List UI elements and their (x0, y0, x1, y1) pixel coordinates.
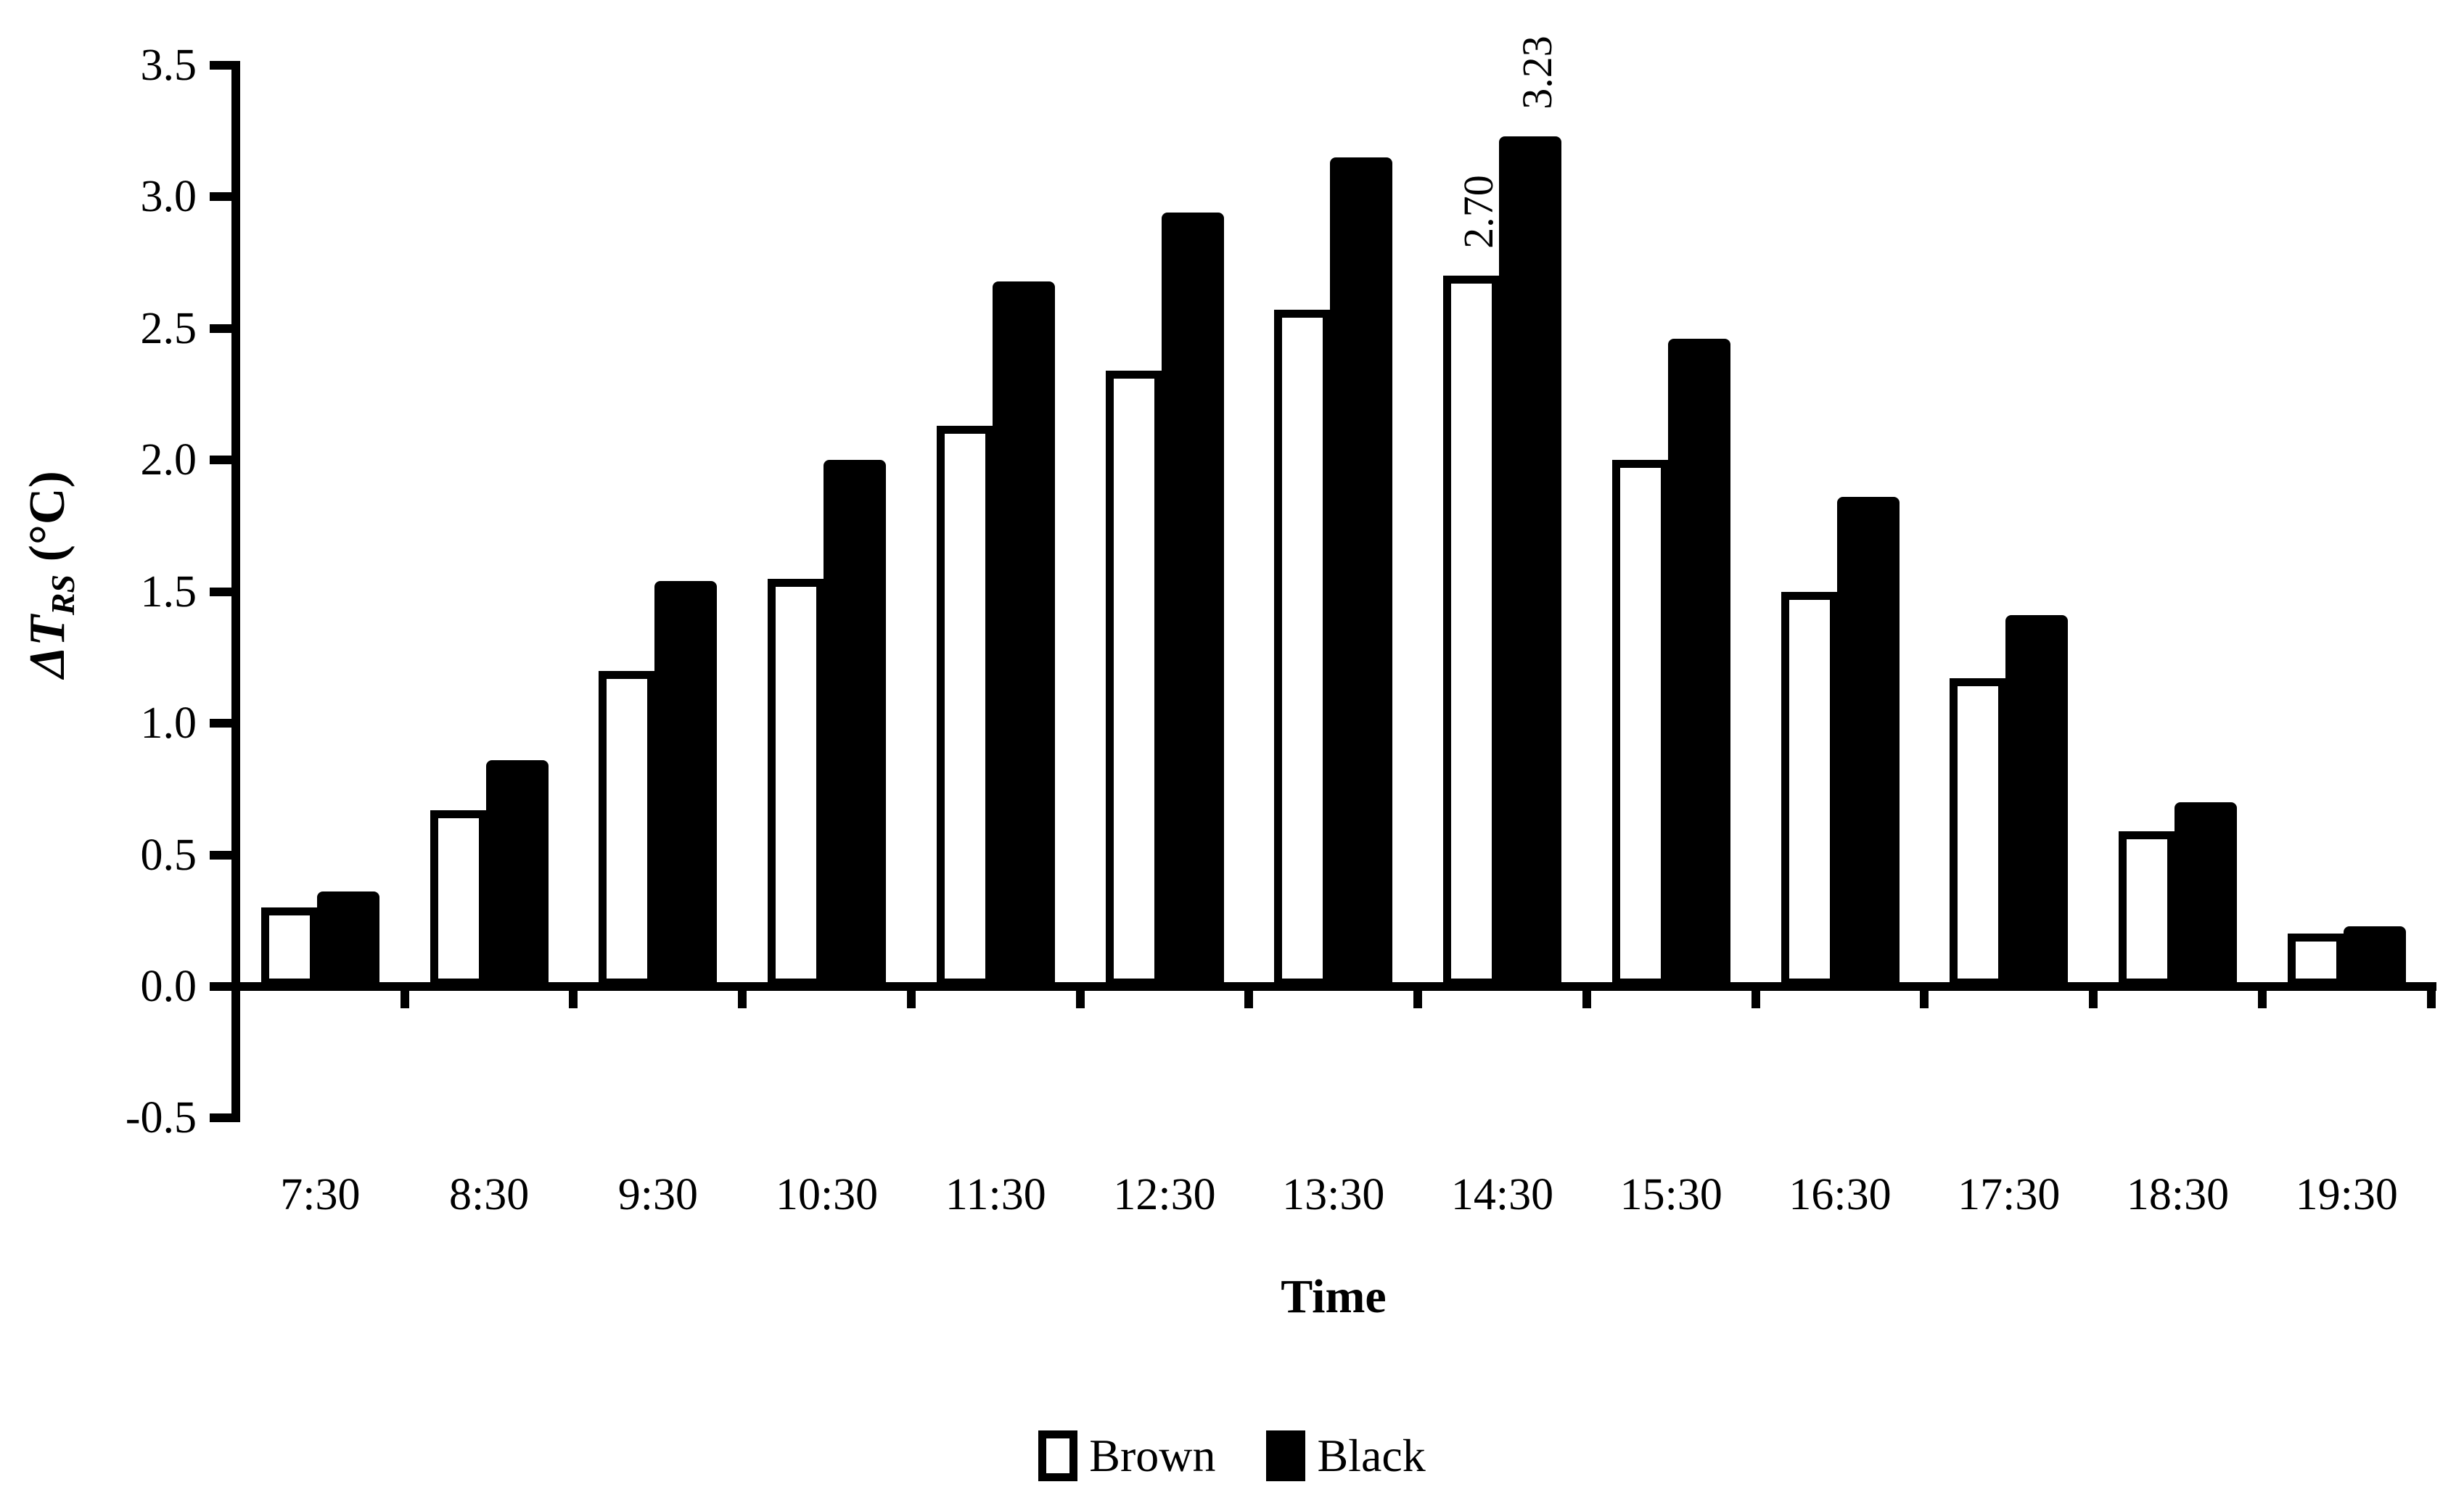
x-tick (1075, 987, 1085, 1008)
y-tick-label: 3.0 (140, 172, 197, 222)
bar-black-14:30 (1499, 136, 1562, 987)
bar-brown-9:30 (599, 670, 656, 987)
x-tick-label: 11:30 (945, 1170, 1046, 1219)
x-tick (738, 987, 747, 1008)
x-tick-label: 10:30 (775, 1170, 879, 1219)
bar-brown-12:30 (1105, 370, 1162, 987)
y-tick-label: 1.0 (140, 699, 197, 749)
legend-label-black: Black (1317, 1430, 1426, 1481)
x-tick-label: 17:30 (1958, 1170, 2061, 1219)
bar-brown-17:30 (1950, 678, 2007, 987)
x-tick (569, 987, 578, 1008)
bar-black-17:30 (2005, 615, 2069, 987)
legend-label-brown: Brown (1089, 1430, 1216, 1481)
y-tick-label: 2.5 (140, 303, 197, 353)
y-axis-title-unit: (°C) (20, 471, 75, 574)
x-tick-label: 12:30 (1113, 1170, 1216, 1219)
y-tick-label: 2.0 (140, 435, 197, 485)
bar-brown-19:30 (2287, 934, 2344, 987)
bar-black-13:30 (1330, 157, 1393, 987)
y-axis-title-symbol: ΔT (20, 615, 75, 678)
bar-black-10:30 (824, 460, 887, 987)
x-tick (1413, 987, 1423, 1008)
bar-brown-15:30 (1611, 460, 1669, 987)
legend-entry-black: Black (1266, 1430, 1426, 1481)
x-tick-label: 7:30 (280, 1170, 361, 1219)
bar-brown-11:30 (936, 426, 993, 987)
x-tick (2257, 987, 2267, 1008)
bar-brown-16:30 (1781, 591, 1838, 987)
x-tick-label: 9:30 (617, 1170, 698, 1219)
bar-brown-8:30 (430, 810, 487, 987)
x-tick-label: 13:30 (1282, 1170, 1385, 1219)
x-axis-line (231, 982, 2436, 991)
legend-entry-brown: Brown (1038, 1430, 1215, 1481)
bar-black-7:30 (317, 891, 379, 987)
x-tick (1920, 987, 1929, 1008)
x-tick-label: 15:30 (1619, 1170, 1722, 1219)
legend-swatch-brown (1038, 1430, 1078, 1481)
bar-brown-13:30 (1274, 310, 1331, 987)
x-tick (400, 987, 409, 1008)
x-tick (1244, 987, 1254, 1008)
bar-brown-7:30 (261, 907, 318, 987)
bar-black-18:30 (2175, 802, 2238, 987)
x-tick (2426, 987, 2436, 1008)
x-tick (2089, 987, 2098, 1008)
bar-brown-10:30 (768, 578, 825, 987)
bar-brown-14:30 (1443, 276, 1500, 987)
x-tick-label: 8:30 (448, 1170, 530, 1219)
bar-black-11:30 (992, 281, 1055, 987)
x-tick (906, 987, 916, 1008)
x-tick (1582, 987, 1591, 1008)
y-tick-label: 3.5 (140, 41, 197, 90)
bar-brown-18:30 (2119, 831, 2176, 987)
bar-black-15:30 (1667, 339, 1730, 987)
x-tick (1751, 987, 1760, 1008)
legend-swatch-black (1266, 1430, 1306, 1481)
bar-black-19:30 (2343, 926, 2406, 987)
x-tick-label: 18:30 (2126, 1170, 2230, 1219)
bar-black-9:30 (654, 581, 718, 987)
x-tick-label: 14:30 (1450, 1170, 1554, 1219)
y-tick-label: 0.0 (140, 962, 197, 1011)
bar-black-12:30 (1161, 213, 1224, 987)
legend: Brown Black (0, 1430, 2464, 1481)
y-tick-label: -0.5 (125, 1093, 197, 1143)
x-axis-title: Time (1281, 1270, 1387, 1323)
x-tick-label: 16:30 (1789, 1170, 1892, 1219)
data-label-brown: 2.70 (1455, 175, 1503, 250)
bar-black-8:30 (485, 759, 549, 987)
bar-black-16:30 (1836, 497, 1900, 987)
y-tick-label: 0.5 (140, 830, 197, 880)
x-tick-label: 19:30 (2295, 1170, 2398, 1219)
data-label-black: 3.23 (1514, 36, 1561, 110)
y-axis-line (231, 61, 240, 1123)
y-tick-label: 1.5 (140, 567, 197, 617)
